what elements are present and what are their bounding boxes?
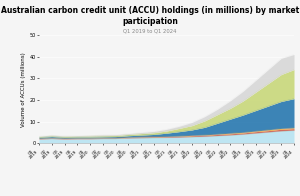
Text: Australian carbon credit unit (ACCU) holdings (in millions) by market
participat: Australian carbon credit unit (ACCU) hol…	[1, 6, 299, 26]
Y-axis label: Volume of ACCUs (millions): Volume of ACCUs (millions)	[22, 52, 26, 127]
Text: Q1 2019 to Q1 2024: Q1 2019 to Q1 2024	[123, 28, 177, 34]
